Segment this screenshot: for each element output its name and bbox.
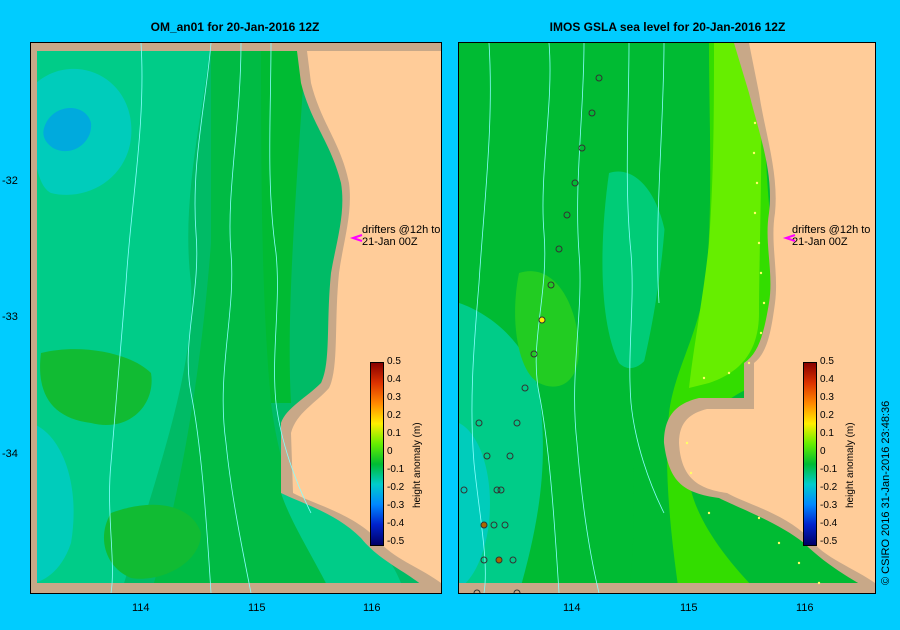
left-green-lane-1	[151, 43, 331, 593]
left-green-coastal	[261, 43, 306, 403]
right-cb-tick-6: -0.1	[820, 464, 838, 475]
left-contour-3	[222, 43, 252, 593]
left-cb-tick-2: 0.3	[387, 392, 401, 403]
right-x-tick-115: 115	[680, 602, 698, 614]
y-tick-34: -34	[2, 448, 18, 460]
left-cb-tick-3: 0.2	[387, 410, 401, 421]
left-cb-tick-8: -0.3	[387, 500, 405, 511]
right-cb-tick-7: -0.2	[820, 482, 838, 493]
copyright-credit: © CSIRO 2016 31-Jan-2016 23:48:36	[880, 400, 892, 585]
left-teal-coastal	[281, 493, 401, 593]
left-colorbar	[370, 362, 384, 546]
left-drifters-line1: drifters @12h to	[362, 224, 441, 236]
right-cb-tick-2: 0.3	[820, 392, 834, 403]
left-cb-tick-4: 0.1	[387, 428, 401, 439]
right-cb-tick-0: 0.5	[820, 356, 834, 367]
right-land	[679, 43, 875, 583]
left-contours	[109, 43, 312, 593]
left-x-tick-116: 116	[363, 602, 381, 614]
left-contour-4	[269, 43, 312, 514]
right-drifters-label: drifters @12h to 21-Jan 00Z	[792, 224, 870, 248]
right-cb-tick-1: 0.4	[820, 374, 834, 385]
left-map-title: OM_an01 for 20-Jan-2016 12Z	[150, 20, 320, 34]
left-x-tick-115: 115	[248, 602, 266, 614]
left-blue-eddy-core	[43, 108, 92, 152]
right-green-eddy-west	[515, 271, 580, 387]
right-brightgreen-band	[689, 43, 762, 388]
right-coastal-dots	[685, 121, 821, 585]
right-drifter-markers	[460, 74, 603, 593]
left-drifter-arrow	[349, 234, 363, 242]
right-frame-edge	[459, 583, 875, 593]
left-cb-tick-10: -0.5	[387, 536, 405, 547]
left-contour-1	[109, 43, 143, 593]
y-tick-32: -32	[2, 175, 18, 187]
left-colorbar-label: height anomaly (m)	[412, 422, 423, 508]
right-drifters-line2: 21-Jan 00Z	[792, 236, 848, 248]
right-cb-tick-4: 0.1	[820, 428, 834, 439]
left-map-panel	[30, 42, 442, 594]
right-contour-2	[535, 43, 560, 593]
right-contour-5	[657, 43, 665, 304]
left-cb-tick-5: 0	[387, 446, 393, 457]
left-x-tick-114: 114	[132, 602, 150, 614]
right-colorbar-label: height anomaly (m)	[845, 422, 856, 508]
left-drifters-label: drifters @12h to 21-Jan 00Z	[362, 224, 440, 248]
left-map-svg	[31, 43, 441, 593]
left-cb-tick-1: 0.4	[387, 374, 401, 385]
right-cb-tick-9: -0.4	[820, 518, 838, 529]
left-cb-tick-0: 0.5	[387, 356, 401, 367]
right-x-tick-114: 114	[563, 602, 581, 614]
right-map-title: IMOS GSLA sea level for 20-Jan-2016 12Z	[549, 20, 786, 34]
left-contour-2	[187, 43, 212, 593]
left-cyan-south	[31, 423, 74, 583]
left-drifters-line2: 21-Jan 00Z	[362, 236, 418, 248]
right-drifters-line1: drifters @12h to	[792, 224, 871, 236]
left-green-blob-2	[103, 504, 201, 579]
right-cyan-southwest	[459, 423, 490, 588]
left-land	[291, 43, 441, 583]
right-cb-tick-3: 0.2	[820, 410, 834, 421]
right-x-tick-116: 116	[796, 602, 814, 614]
y-tick-33: -33	[2, 311, 18, 323]
left-cb-tick-7: -0.2	[387, 482, 405, 493]
right-cb-tick-5: 0	[820, 446, 826, 457]
right-teal-center	[602, 171, 669, 369]
right-drifter-arrow	[782, 234, 796, 242]
right-contour-4	[626, 43, 665, 514]
left-cb-tick-6: -0.1	[387, 464, 405, 475]
left-cb-tick-9: -0.4	[387, 518, 405, 529]
right-cb-tick-8: -0.3	[820, 500, 838, 511]
left-green-blob	[40, 349, 152, 425]
right-colorbar	[803, 362, 817, 546]
right-cb-tick-10: -0.5	[820, 536, 838, 547]
right-contour-3	[574, 43, 600, 593]
